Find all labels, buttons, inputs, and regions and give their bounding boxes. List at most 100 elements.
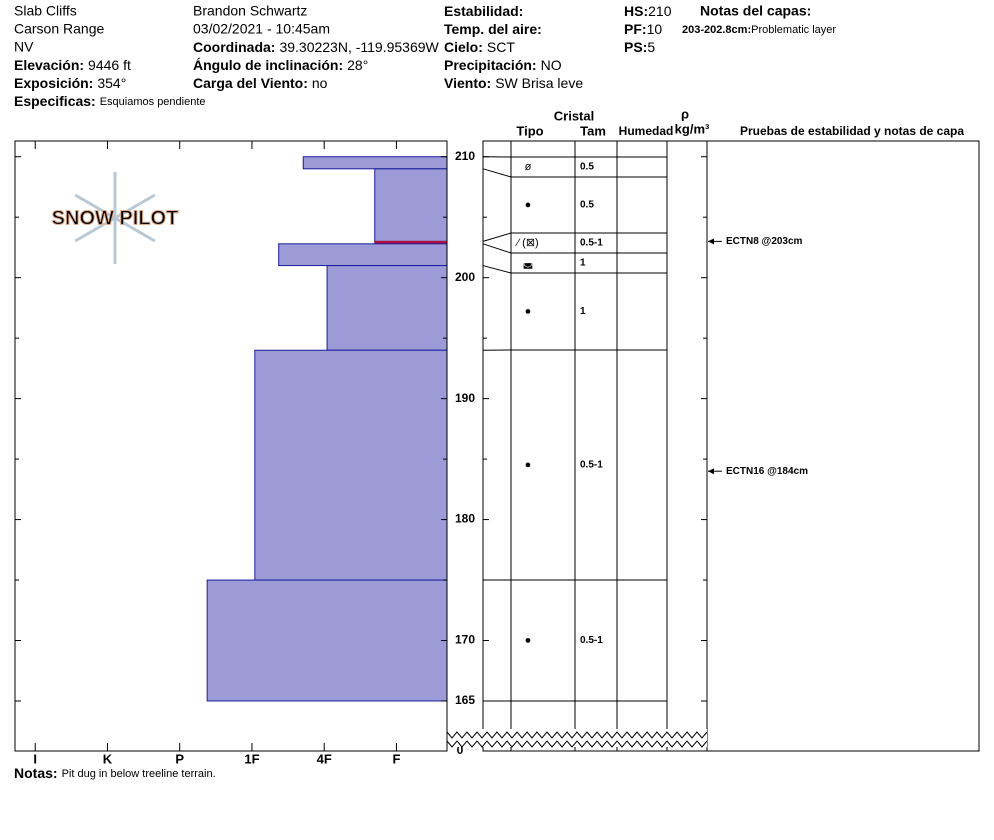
field-label: Ángulo de inclinación:: [193, 57, 343, 73]
break-line: [446, 740, 708, 748]
x-tick-label: K: [103, 751, 113, 766]
y-tick-label: 180: [455, 512, 475, 526]
grain-size: 0.5: [580, 200, 594, 211]
layer-connector: [482, 168, 512, 178]
test-label: ECTN8 @203cm: [726, 236, 803, 247]
break-band: [448, 729, 707, 747]
grain-form: ●: [525, 459, 532, 471]
header-field: PF:10: [624, 21, 662, 37]
header-field: Temp. del aire:: [444, 21, 542, 37]
field-label: Especificas:: [14, 93, 96, 109]
test-label: ECTN16 @184cm: [726, 466, 808, 477]
grain-size: 1: [580, 306, 586, 317]
x-tick-label: I: [33, 751, 37, 766]
field-value: Esquiamos pendiente: [100, 96, 206, 108]
column-header: Pruebas de estabilidad y notas de capa: [740, 124, 964, 138]
field-label: HS:: [624, 3, 648, 19]
header-field: Elevación: 9446 ft: [14, 57, 131, 73]
layer-bar: [302, 156, 448, 170]
x-tick-label: 1F: [244, 751, 259, 766]
field-value: 10: [647, 21, 663, 37]
logo-flake: [74, 216, 116, 243]
y-tick-label: 190: [455, 391, 475, 405]
test-arrowhead: [708, 468, 714, 475]
field-label: Exposición:: [14, 75, 93, 91]
field-value: 354°: [97, 75, 126, 91]
column-header: ρ: [681, 106, 689, 121]
notes: Notas: Pit dug in below treeline terrain.: [14, 765, 216, 781]
header-field: Precipitación: NO: [444, 57, 562, 73]
header-field: Carga del Viento: no: [193, 75, 328, 91]
header-field: Ángulo de inclinación: 28°: [193, 57, 368, 73]
column-header: Humedad: [619, 124, 674, 138]
logo-text: SNOW PILOT: [52, 207, 179, 229]
logo-flake: [74, 193, 116, 220]
field-label: Precipitación:: [444, 57, 537, 73]
column-header: kg/m³: [675, 121, 710, 136]
grain-form: ●: [525, 199, 532, 211]
notes-text: Pit dug in below treeline terrain.: [62, 768, 216, 780]
layer-connector: [482, 265, 512, 274]
field-value: SCT: [487, 39, 515, 55]
grain-form: ●: [525, 634, 532, 646]
field-label: Viento:: [444, 75, 491, 91]
field-label: PS:: [624, 39, 647, 55]
logo-flake: [114, 193, 156, 220]
grain-size: 1: [580, 258, 586, 269]
field-label: Cielo:: [444, 39, 483, 55]
notes-label: Notas:: [14, 765, 58, 781]
field-value: 5: [647, 39, 655, 55]
y-tick-label: 165: [455, 693, 475, 707]
header-field: HS:210: [624, 3, 672, 19]
field-label: PF:: [624, 21, 647, 37]
layer-connector: [482, 243, 512, 254]
layer-bar: [254, 349, 448, 581]
layer-bar: [326, 265, 448, 351]
header-field: Cielo: SCT: [444, 39, 515, 55]
column-header: Cristal: [554, 108, 594, 123]
grain-size: 0.5: [580, 162, 594, 173]
field-value: 28°: [347, 57, 368, 73]
layer-note-label: 203-202.8cm:: [682, 24, 751, 36]
header-line: Carson Range: [14, 21, 104, 37]
logo-flake: [114, 216, 156, 243]
field-value: 9446 ft: [88, 57, 131, 73]
y-tick-label: 170: [455, 633, 475, 647]
notes-title: Notas del capas:: [700, 3, 811, 19]
grain-size: 0.5-1: [580, 635, 603, 646]
x-tick-label: F: [392, 751, 400, 766]
layer-bar: [374, 168, 448, 242]
field-value: no: [312, 75, 328, 91]
header-line: Brandon Schwartz: [193, 3, 307, 19]
x-tick-label: P: [175, 751, 184, 766]
x-tick-label: 4F: [317, 751, 332, 766]
ground-label: 0: [457, 743, 464, 757]
header-field: Viento: SW Brisa leve: [444, 75, 583, 91]
break-line: [446, 731, 708, 739]
logo: SNOW PILOT: [51, 172, 179, 264]
field-value: NO: [541, 57, 562, 73]
test-arrowhead: [708, 238, 714, 245]
layer-note: 203-202.8cm:Problematic layer: [682, 24, 836, 36]
header-field: Especificas: Esquiamos pendiente: [14, 93, 206, 109]
layer-note-text: Problematic layer: [751, 24, 836, 36]
grain-form: ⁄ (⊠): [514, 237, 538, 249]
header-line: NV: [14, 39, 34, 55]
header-field: Exposición: 354°: [14, 75, 126, 91]
field-label: Coordinada:: [193, 39, 275, 55]
table-frame: [482, 140, 980, 752]
layer-bar: [278, 243, 448, 267]
grain-size: 0.5-1: [580, 238, 603, 249]
y-tick-label: 210: [455, 149, 475, 163]
y-tick-label: 200: [455, 270, 475, 284]
field-label: Temp. del aire:: [444, 21, 542, 37]
grain-form: ●: [525, 305, 532, 317]
column-header: Tam: [580, 123, 606, 138]
field-label: Carga del Viento:: [193, 75, 308, 91]
header-line: 03/02/2021 - 10:45am: [193, 21, 330, 37]
field-value: 39.30223N, -119.95369W: [279, 39, 439, 55]
layer-bar: [206, 579, 448, 702]
header-line: Slab Cliffs: [14, 3, 77, 19]
column-header: Tipo: [516, 123, 543, 138]
